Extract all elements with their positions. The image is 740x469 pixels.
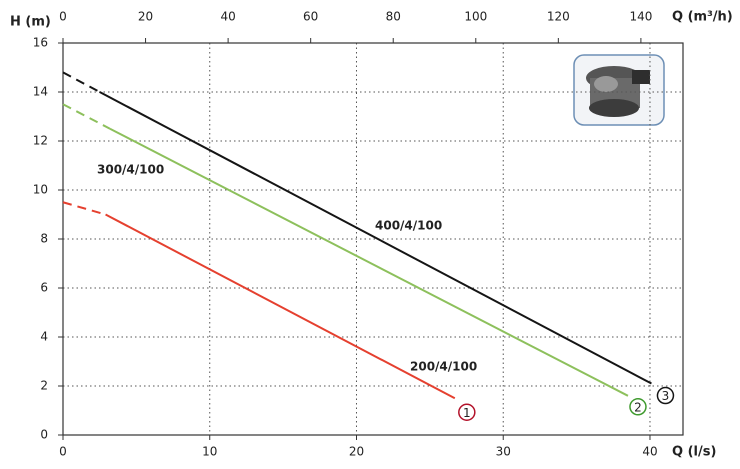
- x-tick-label: 0: [59, 445, 67, 459]
- y-tick-label: 16: [33, 36, 48, 50]
- end-marker-circle: [458, 403, 476, 421]
- x2-tick-label: 120: [547, 10, 570, 24]
- y-tick-label: 2: [40, 379, 48, 393]
- plot-frame: [62, 42, 684, 436]
- x2-tick-label: 40: [220, 10, 235, 24]
- curve-label: 400/4/100: [375, 219, 442, 233]
- y-tick-label: 12: [33, 134, 48, 148]
- y-tick-label: 4: [40, 330, 48, 344]
- x2-tick-label: 80: [386, 10, 401, 24]
- x2-tick-label: 100: [464, 10, 487, 24]
- curve-label: 300/4/100: [97, 163, 164, 177]
- curve-extrapolated: [62, 201, 106, 216]
- curve: [105, 213, 456, 400]
- y-tick-label: 6: [40, 281, 48, 295]
- y-tick-label: 8: [40, 232, 48, 246]
- curve-extrapolated: [62, 71, 101, 93]
- end-marker-circle: [629, 398, 647, 416]
- curve: [109, 127, 629, 397]
- curve-label: 200/4/100: [410, 360, 477, 374]
- x-tick-label: 10: [202, 445, 217, 459]
- curve: [99, 91, 652, 385]
- y-tick-label: 14: [33, 85, 48, 99]
- end-marker: 1: [463, 406, 471, 420]
- curve-extrapolated: [62, 103, 111, 130]
- y-tick-label: 0: [40, 428, 48, 442]
- x2-tick-label: 60: [303, 10, 318, 24]
- x2-axis-title: Q (m³/h): [672, 10, 733, 25]
- pump-icon: [573, 54, 665, 126]
- x-tick-label: 40: [642, 445, 657, 459]
- y-tick-label: 10: [33, 183, 48, 197]
- x-tick-label: 30: [496, 445, 511, 459]
- end-marker: 3: [662, 389, 670, 403]
- x2-tick-label: 0: [59, 10, 67, 24]
- y-axis-title: H (m): [10, 15, 51, 30]
- x-axis-title: Q (l/s): [672, 445, 716, 460]
- end-marker-circle: [656, 386, 675, 405]
- x-tick-label: 20: [349, 445, 364, 459]
- x2-tick-label: 20: [138, 10, 153, 24]
- x2-tick-label: 140: [629, 10, 652, 24]
- end-marker: 2: [634, 400, 642, 414]
